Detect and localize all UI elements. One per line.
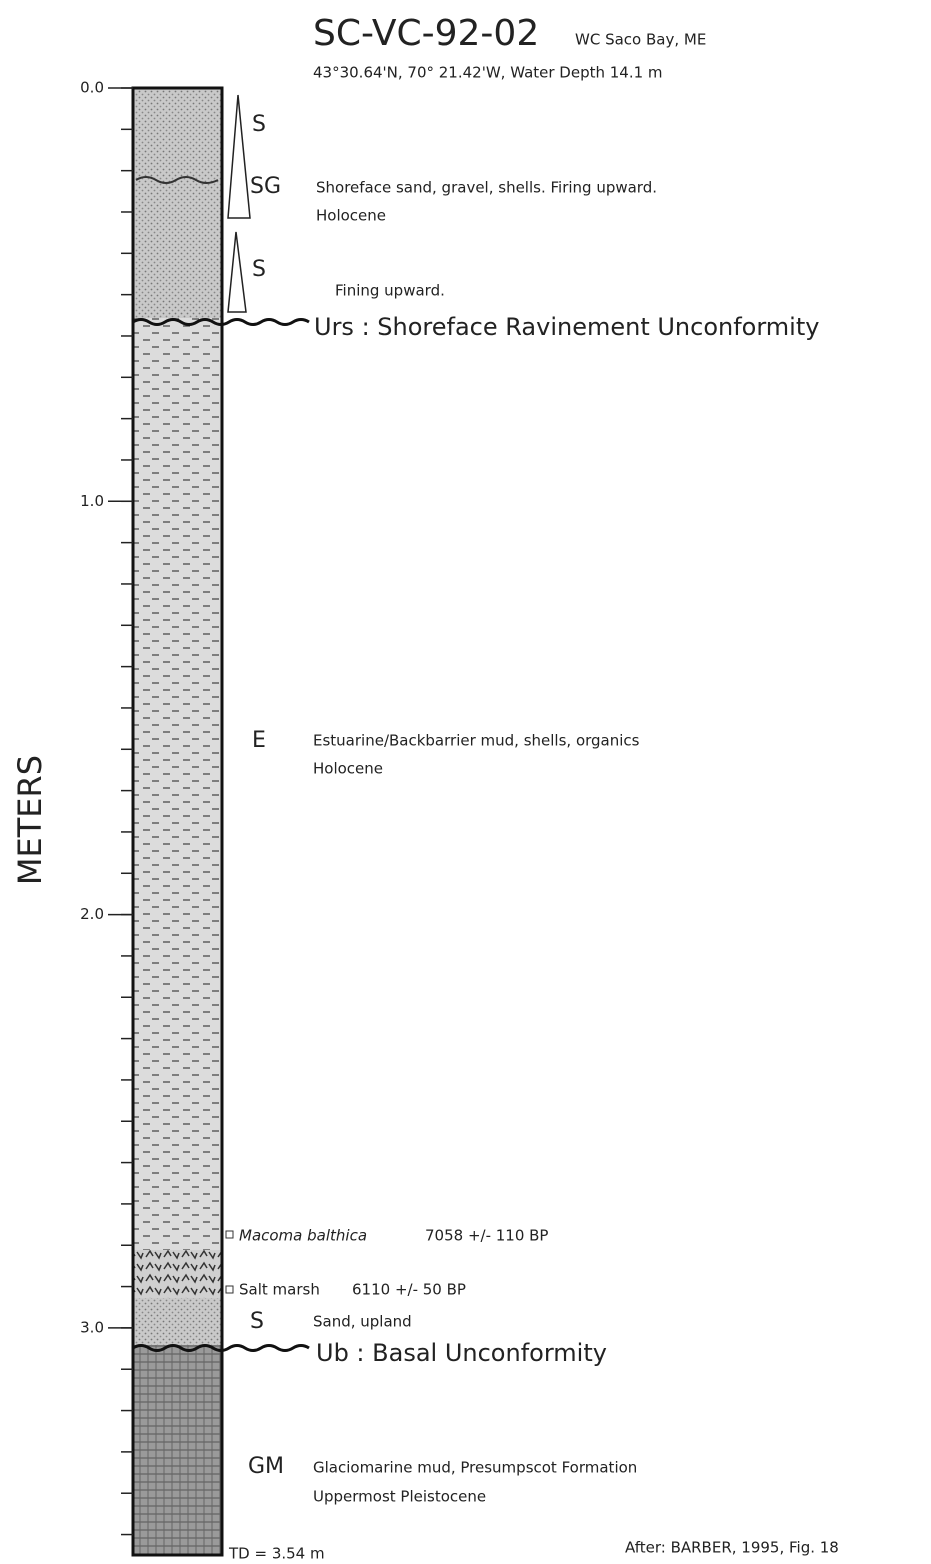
unit-description: Holocene [316, 207, 386, 225]
tick-label: 2.0 [80, 905, 104, 923]
unit-code: SG [250, 174, 281, 199]
unit-description: Shoreface sand, gravel, shells. Firing u… [316, 179, 657, 197]
unit-description: Uppermost Pleistocene [313, 1488, 486, 1506]
unit-code: E [252, 728, 266, 753]
tick-label: 0.0 [80, 79, 104, 97]
fining-triangle [228, 95, 250, 218]
unit-description: Holocene [313, 760, 383, 778]
sample-marker [226, 1286, 233, 1293]
tick-label: 3.0 [80, 1318, 104, 1336]
unit-mud [133, 318, 222, 1250]
date-material: Salt marsh [239, 1281, 320, 1299]
unit-code: S [252, 112, 266, 137]
tick-label: 1.0 [80, 492, 104, 510]
unit-description: Estuarine/Backbarrier mud, shells, organ… [313, 732, 640, 750]
total-depth: TD = 3.54 m [228, 1545, 325, 1563]
unit-sand-gravel [133, 88, 222, 318]
coordinates: 43°30.64'N, 70° 21.42'W, Water Depth 14.… [313, 64, 663, 82]
date-age: 7058 +/- 110 BP [425, 1227, 548, 1245]
date-age: 6110 +/- 50 BP [352, 1281, 466, 1299]
location: WC Saco Bay, ME [575, 31, 706, 49]
unit-salt-marsh [133, 1250, 222, 1298]
unconformity-label: Ub : Basal Unconformity [316, 1339, 607, 1367]
unit-description: Fining upward. [335, 282, 445, 300]
fining-triangle [228, 232, 246, 312]
source: After: BARBER, 1995, Fig. 18 [625, 1539, 839, 1557]
core-log: SC-VC-92-02 WC Saco Bay, ME 43°30.64'N, … [0, 0, 931, 1564]
unit-code: S [250, 1309, 264, 1334]
core-id: SC-VC-92-02 [313, 13, 539, 54]
unit-description: Glaciomarine mud, Presumpscot Formation [313, 1459, 637, 1477]
sample-marker [226, 1231, 233, 1238]
unit-sand [133, 1298, 222, 1345]
unit-code: S [252, 257, 266, 282]
unit-code: GM [248, 1454, 284, 1479]
date-material: Macoma balthica [239, 1227, 367, 1245]
unit-description: Sand, upland [313, 1313, 412, 1331]
axis-label: METERS [11, 755, 49, 885]
core-column [133, 88, 222, 1555]
unit-glaciomarine [133, 1345, 222, 1555]
unconformity-label: Urs : Shoreface Ravinement Unconformity [314, 313, 819, 341]
